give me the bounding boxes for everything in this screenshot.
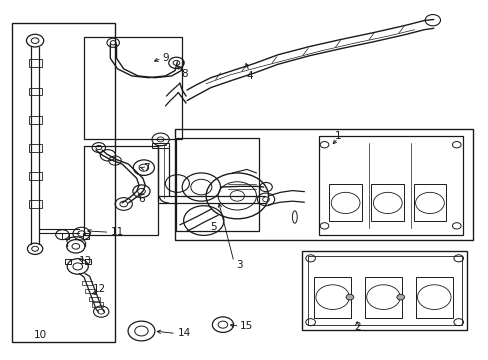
Text: 3: 3 — [236, 260, 243, 270]
Bar — [85, 259, 90, 264]
Text: 9: 9 — [162, 53, 168, 63]
Bar — [176, 138, 258, 231]
Circle shape — [396, 294, 404, 300]
Bar — [307, 256, 461, 325]
Bar — [89, 297, 100, 301]
Text: 8: 8 — [181, 69, 187, 79]
Text: 2: 2 — [353, 323, 360, 333]
Text: 14: 14 — [178, 328, 191, 338]
Bar — [62, 233, 68, 239]
Bar — [364, 277, 401, 318]
Text: 15: 15 — [240, 321, 253, 332]
Bar — [152, 143, 168, 148]
Bar — [29, 87, 41, 95]
Bar — [29, 144, 41, 152]
Text: 11: 11 — [111, 227, 124, 237]
Text: 6: 6 — [138, 194, 144, 204]
Ellipse shape — [292, 211, 297, 223]
Bar — [29, 201, 41, 208]
Circle shape — [346, 294, 353, 300]
Bar — [29, 116, 41, 123]
Bar — [29, 59, 41, 67]
Text: 4: 4 — [245, 71, 252, 81]
Bar — [318, 136, 462, 235]
Text: 10: 10 — [34, 329, 47, 339]
Bar — [313, 277, 351, 318]
Text: 12: 12 — [93, 284, 106, 294]
Bar — [84, 147, 158, 235]
Bar — [29, 172, 41, 180]
Text: 1: 1 — [334, 131, 341, 141]
Text: 7: 7 — [142, 163, 149, 174]
Bar — [302, 251, 467, 330]
Text: 5: 5 — [210, 221, 216, 231]
Bar — [415, 277, 452, 318]
Bar — [328, 184, 361, 221]
Bar — [84, 37, 182, 139]
Bar — [81, 281, 92, 285]
Bar — [175, 129, 472, 240]
Bar — [85, 289, 96, 293]
Text: 13: 13 — [79, 256, 92, 266]
Bar — [371, 184, 403, 221]
Bar — [64, 259, 70, 264]
Bar — [92, 302, 102, 307]
Bar — [413, 184, 446, 221]
Bar — [83, 233, 89, 239]
Bar — [12, 23, 115, 342]
